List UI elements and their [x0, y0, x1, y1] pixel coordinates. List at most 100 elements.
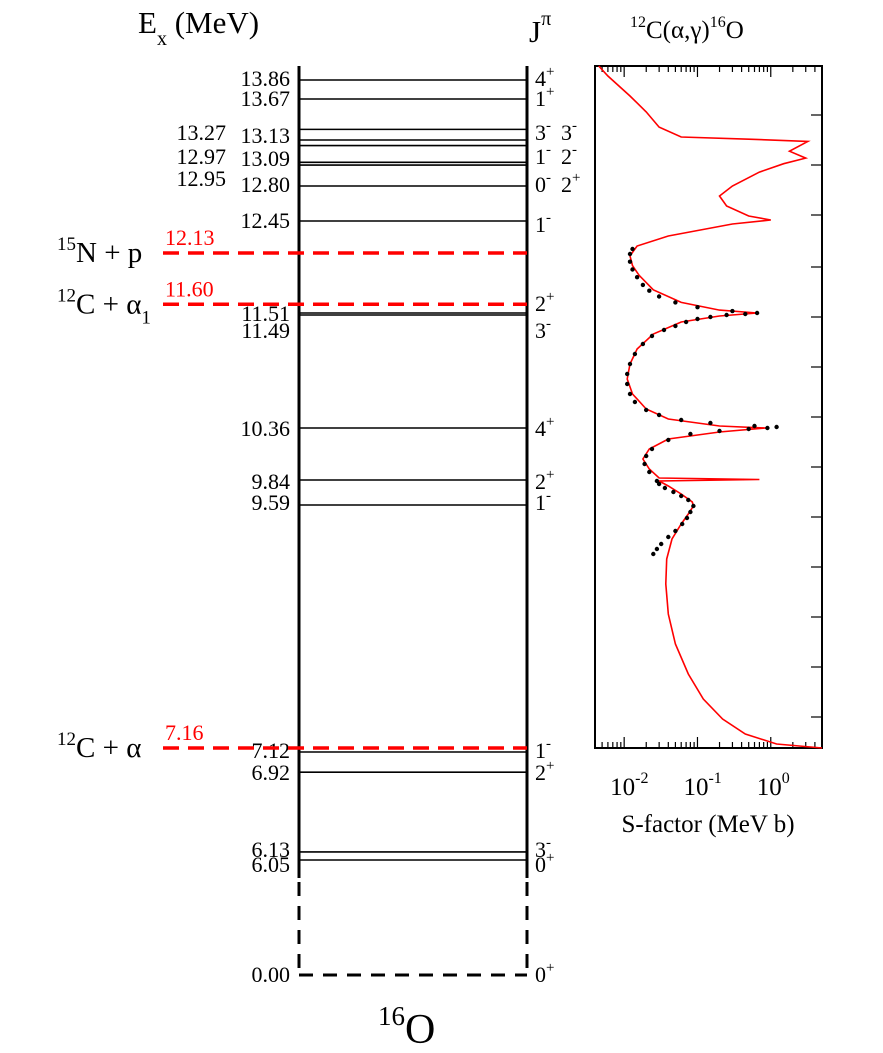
threshold-channel-label: 15N + p	[57, 234, 142, 269]
threshold-energy-label: 12.13	[165, 225, 215, 250]
x-tick-labels: 10-2 10-1 100	[610, 770, 790, 801]
data-point	[666, 534, 671, 540]
data-point	[774, 424, 779, 430]
data-point	[659, 541, 664, 547]
plot-ticks	[594, 66, 823, 748]
level-spin-parity: 3-	[535, 316, 551, 343]
data-point	[632, 399, 638, 405]
level-energy-label: 13.67	[241, 86, 291, 111]
spin-parity-title: Jπ	[529, 8, 551, 49]
level-energy-label: 6.92	[252, 760, 291, 785]
data-point	[717, 428, 722, 434]
data-point	[627, 391, 633, 397]
plot-frame	[594, 65, 823, 749]
level-spin-parity: 4+	[535, 414, 554, 441]
level-spin-parity: 2+	[561, 170, 580, 197]
data-point	[752, 423, 757, 429]
data-point	[630, 267, 635, 272]
x-tick-label: 10-1	[683, 770, 721, 801]
fit-curve	[598, 65, 823, 749]
level-spin-parity: 3-	[535, 118, 551, 145]
level-spin-parity: 3-	[561, 118, 577, 145]
level-spin-parity: 2-	[561, 142, 577, 169]
threshold-channel-label: 12C + α1	[57, 285, 151, 328]
level-spin-parity: 1-	[535, 210, 551, 237]
x-tick-label: 100	[757, 770, 790, 801]
data-point	[651, 551, 656, 557]
thresholds-layer: 12.13 15N + p 11.60 12C + α1 7.16 12C + α	[57, 225, 527, 764]
data-point	[625, 371, 630, 377]
level-spin-parity: 0+	[535, 960, 554, 987]
data-point	[743, 311, 748, 317]
data-point	[642, 461, 647, 467]
data-point	[647, 288, 652, 293]
nucleus-label: 16O	[378, 1001, 435, 1053]
data-point	[640, 282, 646, 288]
level-spin-parity: 2+	[535, 289, 554, 316]
data-point	[680, 521, 685, 527]
data-point	[627, 259, 633, 264]
level-energy-label: 11.49	[241, 318, 290, 343]
data-point	[688, 509, 693, 515]
level-spin-parity: 1-	[535, 488, 551, 515]
data-point	[627, 251, 633, 257]
level-spin-parity: 3-	[535, 835, 551, 862]
level-energy-label: 12.45	[241, 208, 291, 233]
level-spin-parity: 2+	[535, 758, 554, 785]
data-point	[688, 431, 693, 437]
data-point	[649, 446, 655, 452]
data-point	[708, 420, 713, 426]
data-point	[627, 361, 633, 367]
data-point	[640, 341, 646, 347]
level-energy-label: 9.59	[252, 490, 291, 515]
data-point	[679, 417, 684, 423]
levels-layer: 13.86 4+ 13.67 1+ 13.27 3- 13.13 3- 12.97 1- 13.09…	[177, 64, 581, 987]
level-spin-parity: 0-	[535, 170, 551, 197]
x-axis-label: S-factor (MeV b)	[621, 811, 794, 838]
reaction-title: 12C(α,γ)16O	[630, 14, 744, 44]
level-spin-parity: 1+	[535, 84, 554, 111]
level-energy-label: 0.00	[252, 962, 291, 987]
level-energy-label: 10.36	[241, 416, 291, 441]
level-energy-label: 9.84	[252, 469, 291, 494]
data-point	[754, 310, 760, 316]
level-energy-label: 13.13	[241, 123, 291, 148]
data-point	[673, 323, 678, 329]
level-energy-label: 12.80	[241, 172, 291, 197]
data-point	[673, 300, 678, 305]
level-spin-parity: 1-	[535, 142, 551, 169]
data-point	[632, 351, 638, 357]
level-energy-label: 13.27	[177, 120, 227, 145]
data-point	[656, 294, 662, 299]
data-point	[634, 275, 640, 280]
energy-axis-title: Ex (MeV)	[138, 5, 259, 50]
level-energy-label: 6.05	[252, 852, 291, 877]
data-point	[724, 312, 729, 318]
data-point	[695, 305, 700, 310]
data-point	[625, 381, 630, 387]
data-point	[684, 515, 690, 521]
data-point	[661, 327, 667, 333]
level-energy-label: 13.09	[241, 146, 291, 171]
data-point	[691, 503, 696, 509]
data-point	[647, 469, 652, 475]
s-factor-chart: 10-2 10-1 100 S-factor (MeV b)	[594, 65, 823, 838]
level-spin-parity: 0+	[535, 850, 554, 877]
data-points	[625, 246, 779, 557]
data-point	[695, 316, 700, 322]
level-energy-label: 7.12	[252, 738, 291, 763]
data-point	[730, 308, 735, 314]
data-point	[649, 333, 655, 339]
data-point	[683, 319, 689, 325]
level-energy-label: 12.97	[177, 144, 227, 169]
data-point	[666, 437, 671, 443]
threshold-energy-label: 11.60	[165, 276, 214, 301]
data-point	[656, 412, 662, 418]
level-spin-parity: 4+	[535, 64, 554, 91]
data-point	[630, 246, 635, 252]
level-spin-parity: 1-	[535, 736, 551, 763]
data-point	[746, 426, 751, 432]
data-point	[644, 453, 649, 459]
data-point	[662, 485, 668, 491]
